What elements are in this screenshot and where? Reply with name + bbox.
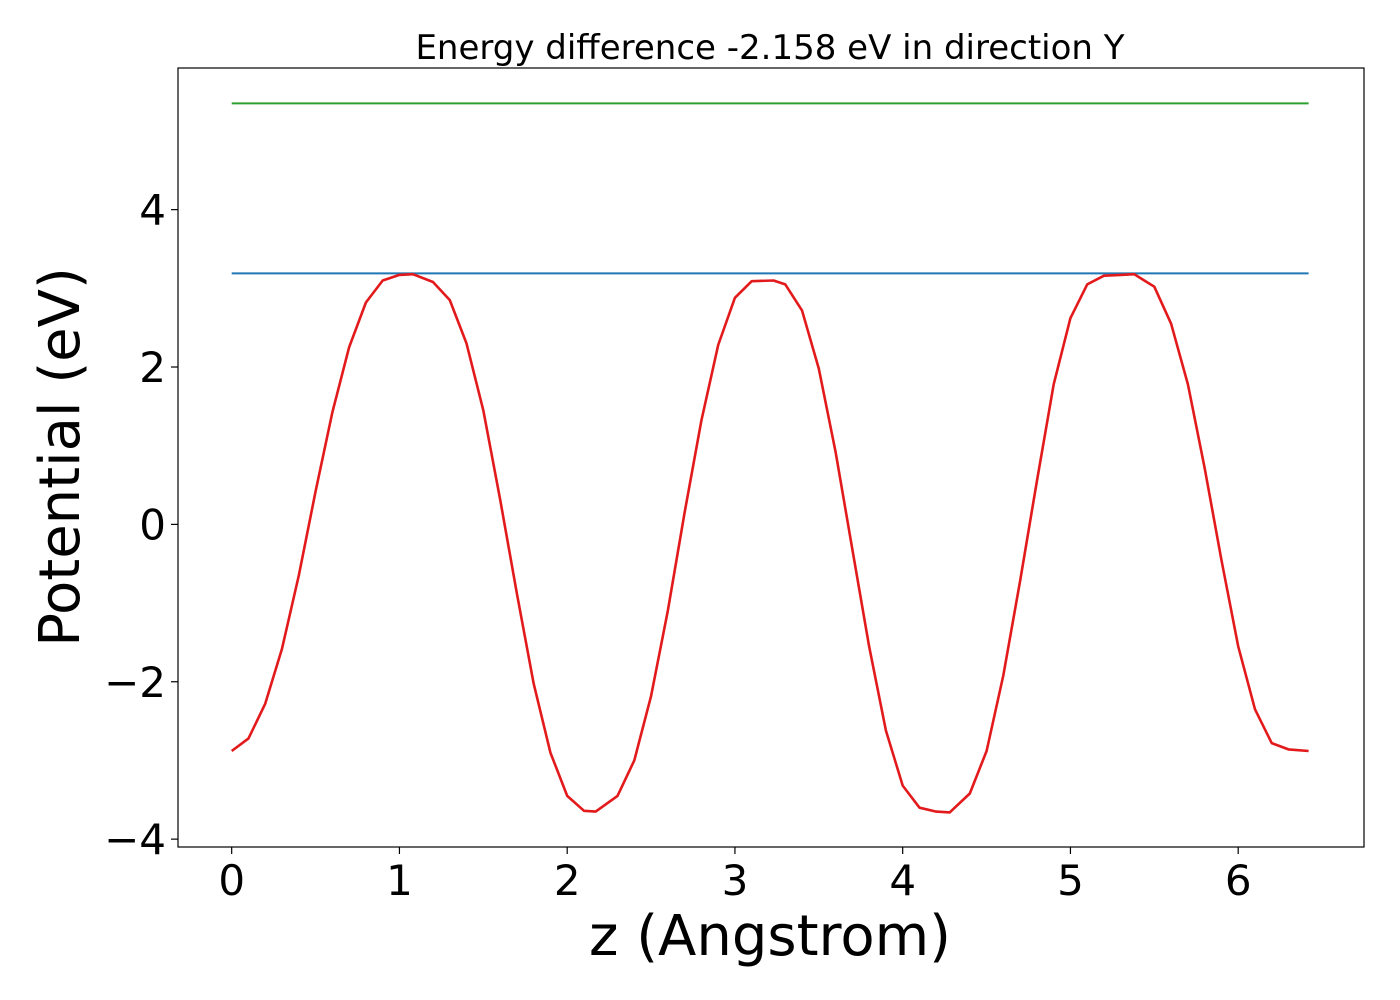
x-axis-ticks: 0 1 2 3 4 5 6	[218, 847, 1252, 905]
x-tick-label: 5	[1057, 856, 1084, 905]
y-tick-label: 0	[139, 500, 166, 549]
x-tick-label: 3	[722, 856, 749, 905]
x-tick-label: 4	[889, 856, 916, 905]
y-axis-label: Potential (eV)	[28, 267, 93, 647]
series-layer	[230, 102, 1309, 814]
x-tick-label: 0	[218, 856, 245, 905]
x-tick-label: 6	[1225, 856, 1252, 905]
y-tick-label: −4	[104, 815, 166, 864]
plot-frame	[177, 67, 1365, 848]
y-tick-label: 4	[139, 186, 166, 235]
chart-title: Energy difference -2.158 eV in direction…	[415, 28, 1124, 68]
y-axis-ticks: −4 −2 0 2 4	[104, 186, 178, 864]
series-line-2	[230, 272, 1309, 814]
x-axis-label: z (Angstrom)	[589, 904, 951, 969]
y-tick-label: −2	[104, 658, 166, 707]
x-tick-label: 1	[386, 856, 413, 905]
x-tick-label: 2	[554, 856, 581, 905]
y-tick-label: 2	[139, 343, 166, 392]
